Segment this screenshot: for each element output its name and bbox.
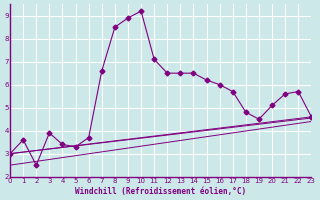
X-axis label: Windchill (Refroidissement éolien,°C): Windchill (Refroidissement éolien,°C) xyxy=(75,187,246,196)
